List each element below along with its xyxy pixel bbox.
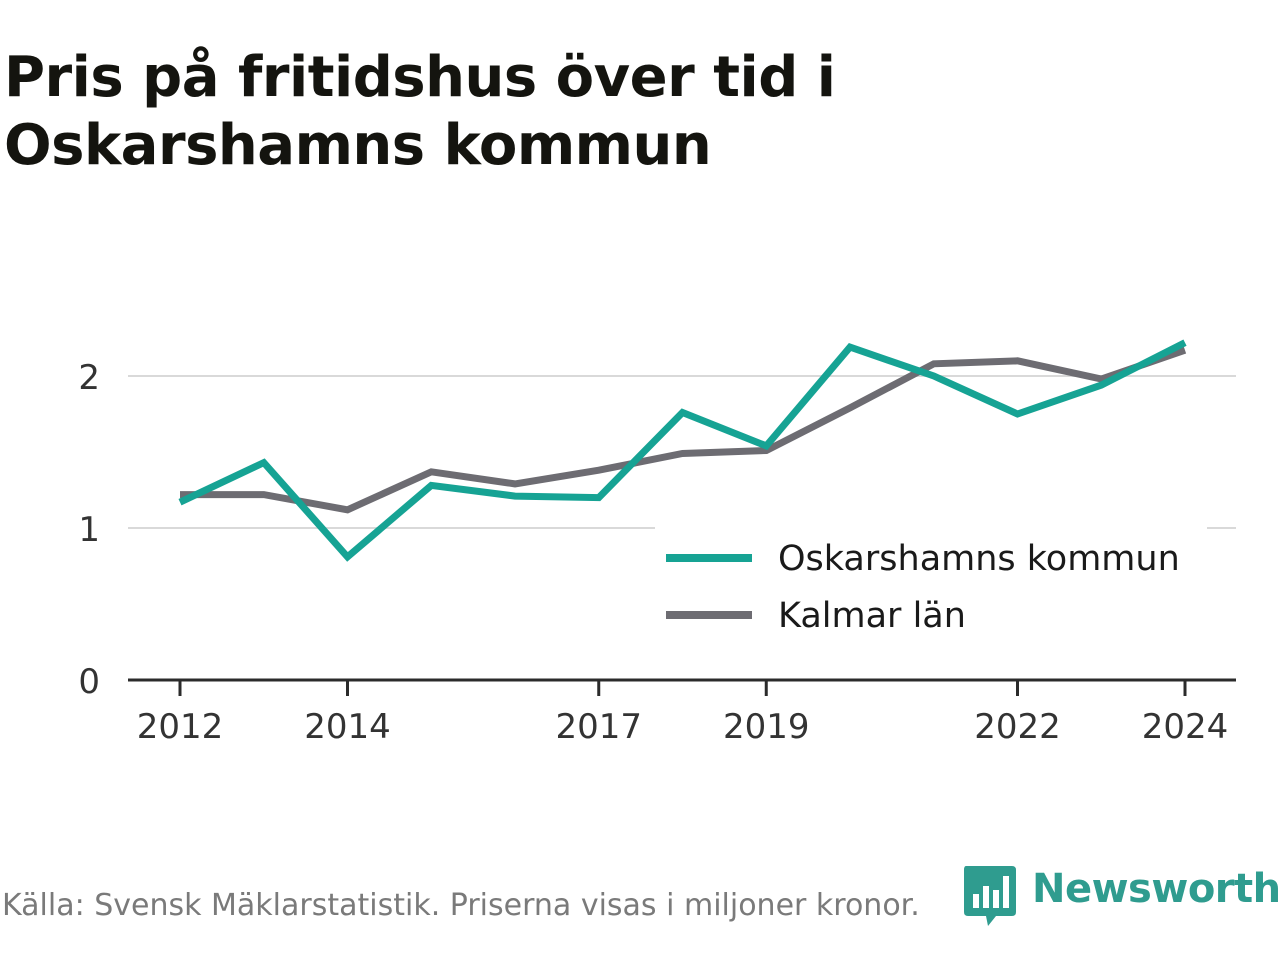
series-line-kalmar-län	[180, 346, 1187, 514]
x-tick-label: 2014	[304, 707, 391, 747]
y-tick-label: 1	[78, 510, 100, 550]
x-tick-label: 2019	[723, 707, 810, 747]
legend: Oskarshamns kommun Kalmar län	[655, 527, 1207, 645]
series-line-oskarshamns-kommun	[178, 339, 1187, 562]
x-tick-label: 2024	[1142, 707, 1229, 747]
legend-background	[655, 527, 1207, 645]
x-tick-label: 2012	[137, 707, 224, 747]
x-tick-label: 2017	[555, 707, 642, 747]
y-axis-ticks: 0 1 2	[78, 358, 100, 702]
newsworthy-bar-chart-logo-icon	[964, 866, 1016, 926]
legend-label: Oskarshamns kommun	[778, 539, 1180, 579]
y-tick-label: 0	[78, 662, 100, 702]
x-axis-ticks: 2012 2014 2017 2019 2022 2024	[137, 680, 1229, 747]
source-note: Källa: Svensk Mäklarstatistik. Priserna …	[2, 888, 920, 923]
y-tick-label: 2	[78, 358, 100, 398]
series-lines	[178, 339, 1187, 562]
chart-title: Pris på fritidshus över tid i Oskarshamn…	[4, 45, 836, 178]
brand-name: Newsworthy	[1032, 866, 1280, 912]
legend-label: Kalmar län	[778, 596, 966, 636]
x-tick-label: 2022	[974, 707, 1061, 747]
